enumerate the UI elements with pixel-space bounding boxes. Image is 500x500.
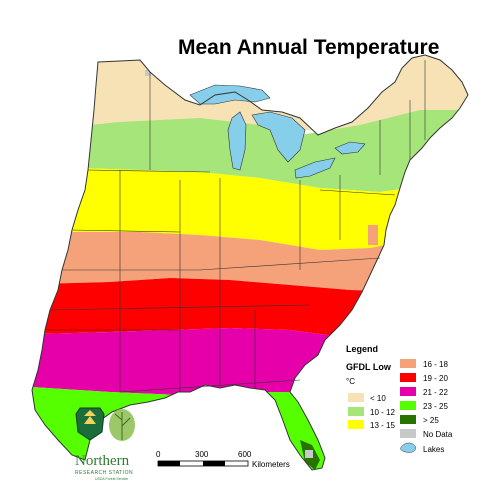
legend-label-6: 23 - 25 [423,402,448,411]
legend-label-1: 10 - 12 [370,408,395,417]
legend-swatch-5 [400,387,416,396]
legend-swatch-1 [348,407,364,416]
scale-tick-1: 300 [195,450,209,459]
logo-fine: USDA Forest Service [95,477,128,481]
scale-tick-2: 600 [238,450,252,459]
map-title: Mean Annual Temperature [178,36,440,59]
lake-michigan [227,111,247,171]
legend-swatch-3 [400,359,416,368]
scale-bar: 0 300 600 Kilometers [156,450,290,469]
legend-swatch-6 [400,401,416,410]
legend-swatch-2 [348,420,364,429]
legend-heading: Legend [346,344,378,354]
state-border [199,257,381,271]
legend: Legend GFDL Low °C < 10 10 - 12 13 - 15 … [346,344,453,454]
state-border [87,169,211,173]
logo-org: Northern [75,453,130,469]
logo: Northern RESEARCH STATION USDA Forest Se… [75,407,135,481]
tree-icon [84,410,96,424]
legend-label-5: 21 - 22 [423,388,448,397]
scale-unit: Kilometers [252,460,290,469]
lake-erie [294,157,336,179]
legend-label-3: 16 - 18 [423,360,448,369]
legend-label-2: 13 - 15 [370,421,395,430]
lake-ontario [334,141,366,155]
legend-label-7: > 25 [423,416,439,425]
legend-label-0: < 10 [370,394,386,403]
lake-superior [189,84,271,105]
zone-10-12 [32,110,468,192]
scale-bar-segment [203,461,225,466]
legend-swatch-4 [400,373,416,382]
lake-huron [251,111,306,163]
legend-swatch-0 [348,393,364,402]
scale-tick-0: 0 [156,450,161,459]
legend-label-9: Lakes [423,445,444,454]
state-borders [45,60,426,393]
legend-swatch-7 [400,415,416,424]
scale-bar-segment [158,461,180,466]
coastal-warm-patch [368,225,378,245]
state-border [71,229,181,233]
state-border [319,189,396,196]
legend-model: GFDL Low [346,362,392,372]
leaf-vein-icon [114,412,131,440]
legend-swatch-lakes [400,442,416,453]
logo-sub: RESEARCH STATION [75,470,133,476]
legend-unit: °C [346,377,355,386]
legend-label-4: 19 - 20 [423,374,448,383]
legend-swatch-8 [400,429,416,438]
lakes-group [189,84,366,179]
no-data-patch [305,450,313,458]
no-data-patch [145,70,151,76]
legend-label-8: No Data [423,430,453,439]
